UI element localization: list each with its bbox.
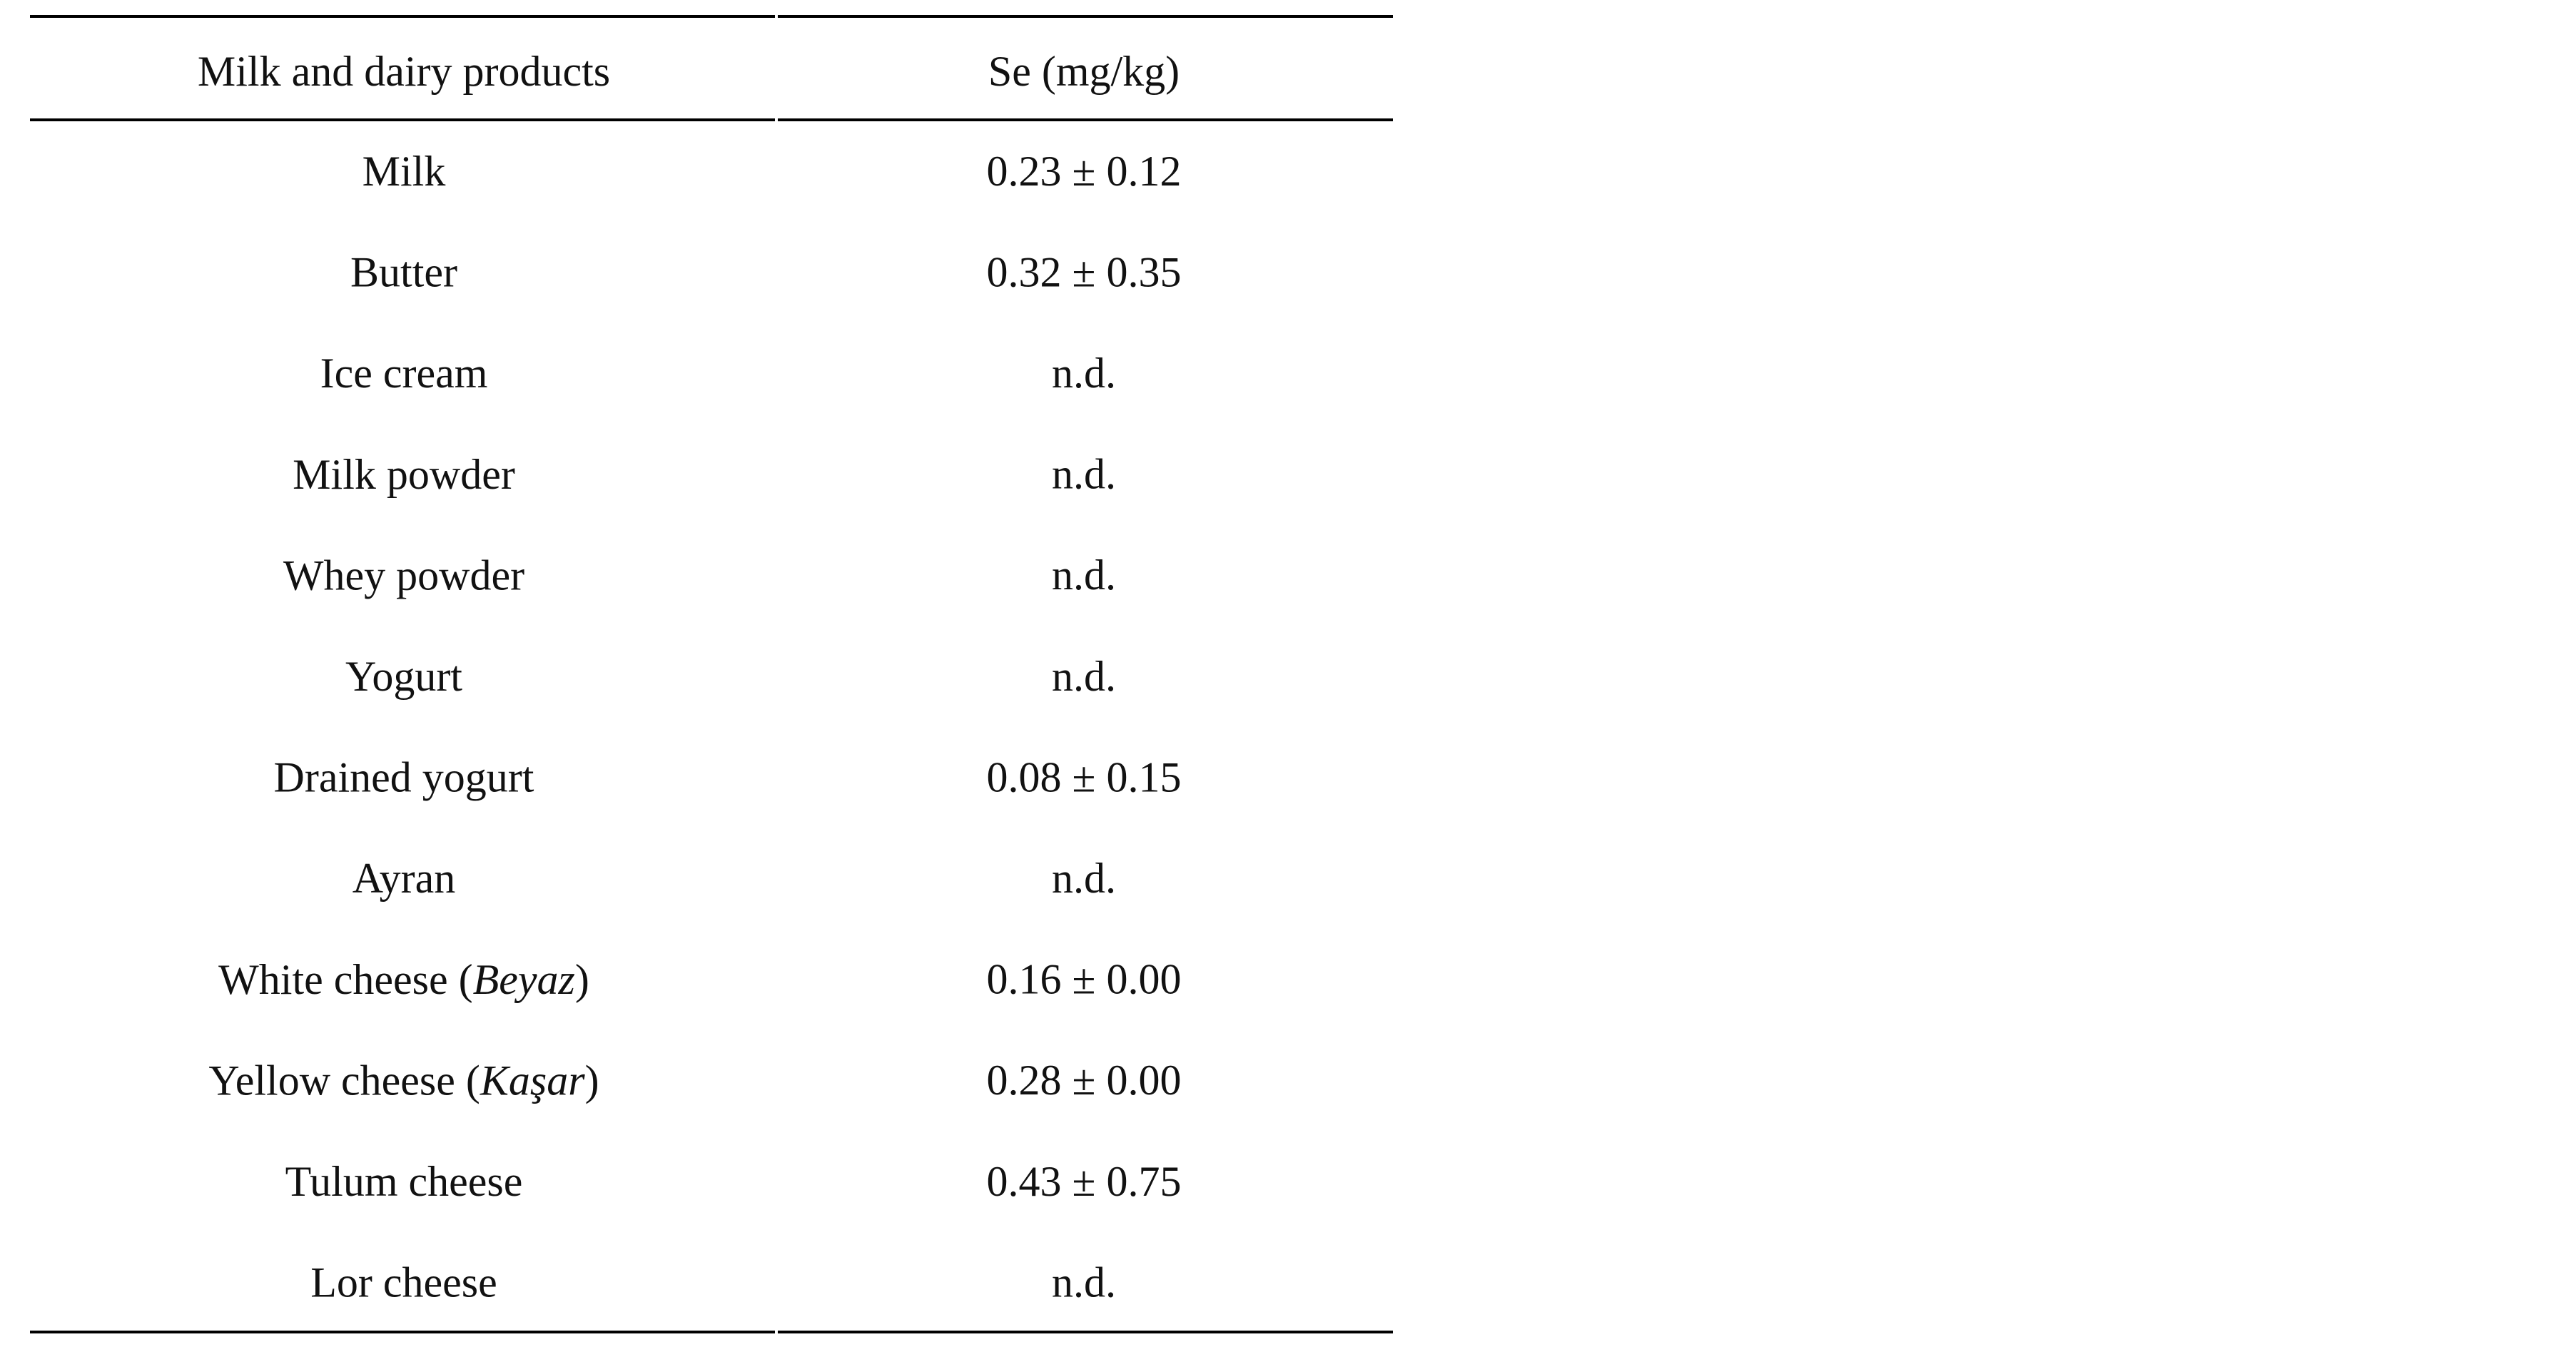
product-cell: Whey powder — [283, 551, 524, 599]
product-cell: Tulum cheese — [285, 1158, 523, 1205]
se-cell: 0.28 ± 0.00 — [987, 1057, 1182, 1104]
se-cell: n.d. — [1052, 855, 1116, 902]
header-cell: Milk and dairy products — [198, 48, 610, 95]
product-cell: Milk — [362, 148, 446, 195]
product-text: Ayran — [353, 855, 455, 902]
product-text: Milk — [362, 148, 446, 195]
se-cell: 0.08 ± 0.15 — [987, 753, 1182, 800]
product-text: Yellow cheese ( — [208, 1057, 480, 1104]
product-cell: Butter — [350, 248, 457, 295]
product-text: Ice cream — [320, 350, 488, 397]
se-cell: n.d. — [1052, 451, 1116, 498]
product-text: Tulum cheese — [285, 1158, 523, 1205]
product-text: Yogurt — [345, 653, 462, 700]
product-text: Lor cheese — [310, 1259, 497, 1306]
se-cell: 0.32 ± 0.35 — [987, 248, 1182, 295]
product-text: Kaşar — [480, 1057, 585, 1104]
product-text: Butter — [350, 248, 457, 295]
product-cell: Yogurt — [345, 653, 462, 700]
se-cell: n.d. — [1052, 653, 1116, 700]
se-cell: 0.43 ± 0.75 — [987, 1158, 1182, 1205]
header-cell: Se (mg/kg) — [988, 48, 1180, 95]
se-cell: 0.23 ± 0.12 — [987, 148, 1182, 195]
product-text: Whey powder — [283, 551, 524, 599]
product-cell: Ice cream — [320, 350, 488, 397]
product-cell: Yellow cheese (Kaşar) — [208, 1057, 599, 1104]
product-text: Drained yogurt — [274, 753, 534, 800]
se-cell: n.d. — [1052, 1259, 1116, 1306]
product-text: ) — [575, 956, 589, 1003]
product-text: Milk powder — [293, 451, 515, 498]
se-cell: n.d. — [1052, 350, 1116, 397]
product-cell: Drained yogurt — [274, 753, 534, 800]
se-cell: 0.16 ± 0.00 — [987, 956, 1182, 1003]
product-text: Beyaz — [473, 956, 575, 1003]
se-cell: n.d. — [1052, 551, 1116, 599]
product-cell: White cheese (Beyaz) — [218, 956, 589, 1003]
product-cell: Lor cheese — [310, 1259, 497, 1306]
product-text: White cheese ( — [218, 956, 472, 1003]
product-cell: Milk powder — [293, 451, 515, 498]
product-cell: Ayran — [353, 855, 455, 902]
product-text: ) — [585, 1057, 599, 1104]
